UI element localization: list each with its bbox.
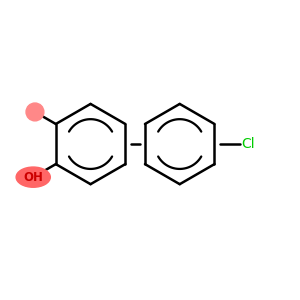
Text: OH: OH xyxy=(23,171,43,184)
Text: Cl: Cl xyxy=(241,137,255,151)
Ellipse shape xyxy=(16,167,50,187)
Circle shape xyxy=(26,103,44,121)
